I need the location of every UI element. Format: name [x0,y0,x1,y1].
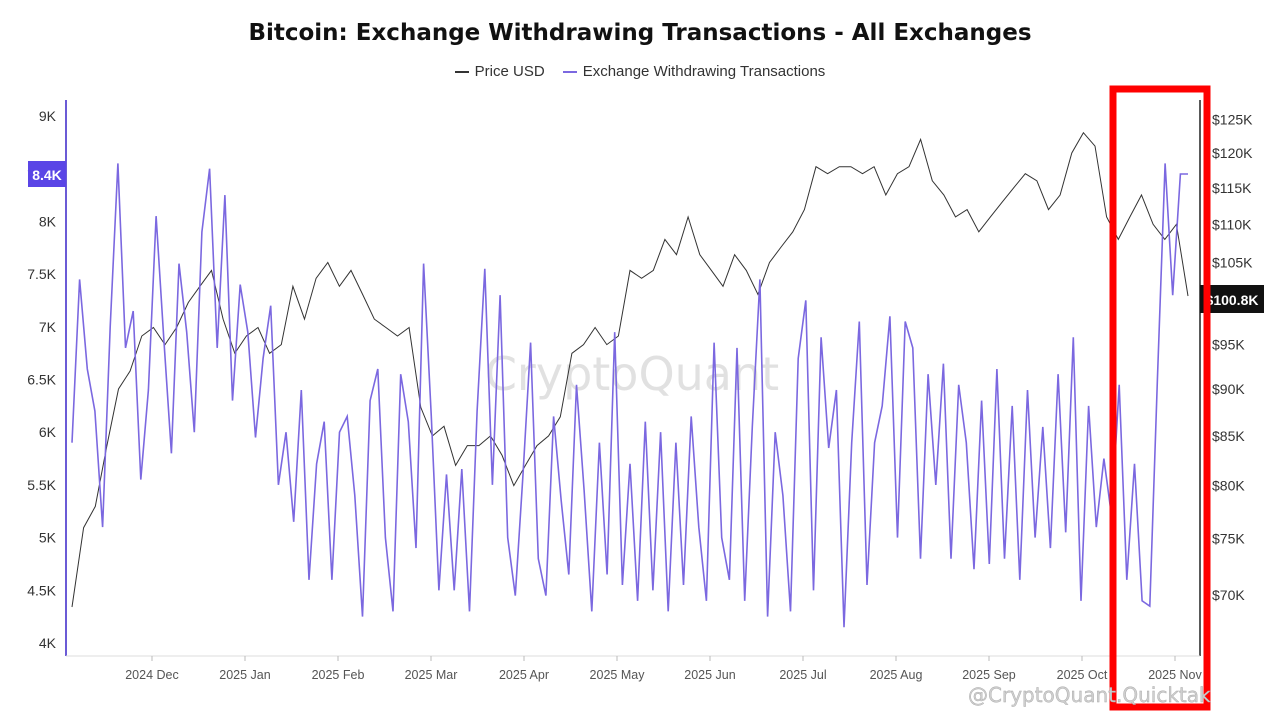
right-axis-ticks: $125K $120K $115K $110K $105K $95K $90K $85K $80… [1212,111,1253,603]
right-tick-label: $110K [1212,216,1252,232]
right-current-value: $100.8K [1206,292,1259,308]
left-tick-label: 8K [39,213,57,229]
legend-swatch-price [454,70,469,73]
right-tick-label: $105K [1212,255,1253,271]
right-tick-label: $95K [1212,337,1245,353]
watermark: CryptoQuant [485,347,779,401]
right-tick-label: $75K [1212,531,1245,547]
x-tick-label: 2025 Nov [1148,668,1202,682]
x-tick-label: 2025 May [590,668,646,682]
left-tick-label: 7.5K [27,266,56,282]
x-tick-label: 2025 Apr [499,668,549,682]
left-tick-label: 6.5K [27,372,56,388]
left-tick-label: 6K [39,424,57,440]
legend-item-price[interactable]: Price USD [454,63,545,80]
right-tick-label: $125K [1212,111,1253,127]
x-tick-label: 2025 Mar [405,668,458,682]
right-tick-label: $90K [1212,381,1245,397]
right-tick-label: $85K [1212,428,1245,444]
footer-watermark: @CryptoQuant.Quicktak [968,683,1211,707]
series-line-price [71,131,1189,608]
series-line-withdrawals [71,163,1188,628]
right-tick-label: $70K [1212,587,1245,603]
legend-label-price: Price USD [474,63,545,80]
right-tick-label: $80K [1212,478,1245,494]
x-tick-label: 2025 Jan [219,668,270,682]
x-tick-label: 2024 Dec [125,668,179,682]
left-current-value: 8.4K [32,167,62,183]
highlight-box [1109,85,1211,711]
x-tick-label: 2025 Jul [779,668,826,682]
right-tick-label: $115K [1212,180,1252,196]
x-tick-label: 2025 Jun [684,668,735,682]
left-tick-label: 5K [39,530,57,546]
legend-item-withdrawals[interactable]: Exchange Withdrawing Transactions [562,63,826,80]
left-current-badge: 8.4K [28,161,66,187]
x-tick-label: 2025 Sep [962,668,1016,682]
legend: Price USD Exchange Withdrawing Transacti… [0,63,1280,80]
right-tick-label: $120K [1212,145,1253,161]
left-tick-label: 4.5K [27,582,56,598]
x-tick-label: 2025 Aug [870,668,923,682]
left-tick-label: 7K [39,319,57,335]
x-tick-label: 2025 Oct [1057,668,1108,682]
x-tick-label: 2025 Feb [312,668,365,682]
legend-label-withdrawals: Exchange Withdrawing Transactions [582,63,826,80]
right-current-badge: $100.8K [1200,285,1264,313]
left-tick-label: 5.5K [27,477,56,493]
left-tick-label: 9K [39,108,57,124]
legend-swatch-withdrawals [562,70,577,73]
x-axis-ticks: 2024 Dec 2025 Jan 2025 Feb 2025 Mar 2025 Apr… [125,656,1203,682]
chart-title: Bitcoin: Exchange Withdrawing Transactio… [248,20,1032,46]
left-tick-label: 4K [39,635,57,651]
